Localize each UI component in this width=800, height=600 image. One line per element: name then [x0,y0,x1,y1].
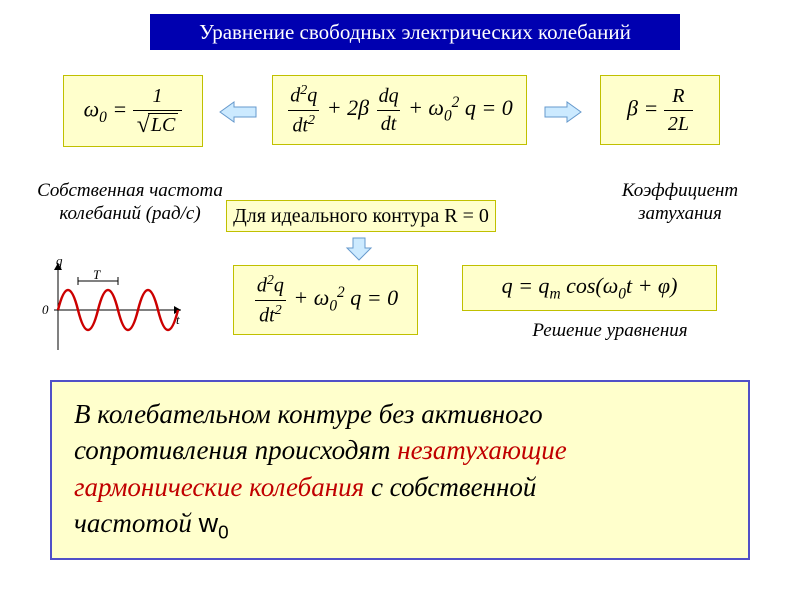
label-solution: Решение уравнения [500,320,720,343]
label-damping: Коэффициент затухания [590,180,770,226]
oscillation-graph: q t 0 T [26,255,191,355]
arrow-down-icon [344,236,374,262]
highlighted-text-1: незатухающие [397,435,567,465]
graph-q-label: q [56,253,63,269]
page-title: Уравнение свободных электрических колеба… [150,14,680,50]
conclusion-box: В колебательном контуре без активного со… [50,380,750,560]
label-natural-frequency: Собственная частота колебаний (рад/с) [20,180,240,226]
omega-sym: ω [84,96,100,121]
highlighted-text-2: гармонические колебания [74,472,364,502]
formula-ideal: Для идеального контура R = 0 [226,200,496,232]
arrow-right-icon [543,100,583,124]
formula-differential: d2q dt2 + 2β dq dt + ω02 q = 0 [272,75,527,145]
formula-omega0: ω0 = 1 √LC [63,75,203,147]
graph-zero-label: 0 [42,302,49,318]
formula-diff-simple: d2q dt2 + ω02 q = 0 [233,265,418,335]
arrow-left-icon [218,100,258,124]
formula-beta: β = R 2L [600,75,720,145]
formula-solution: q = qm cos(ω0t + φ) [462,265,717,311]
graph-period-label: T [93,267,100,283]
graph-t-label: t [176,312,180,328]
